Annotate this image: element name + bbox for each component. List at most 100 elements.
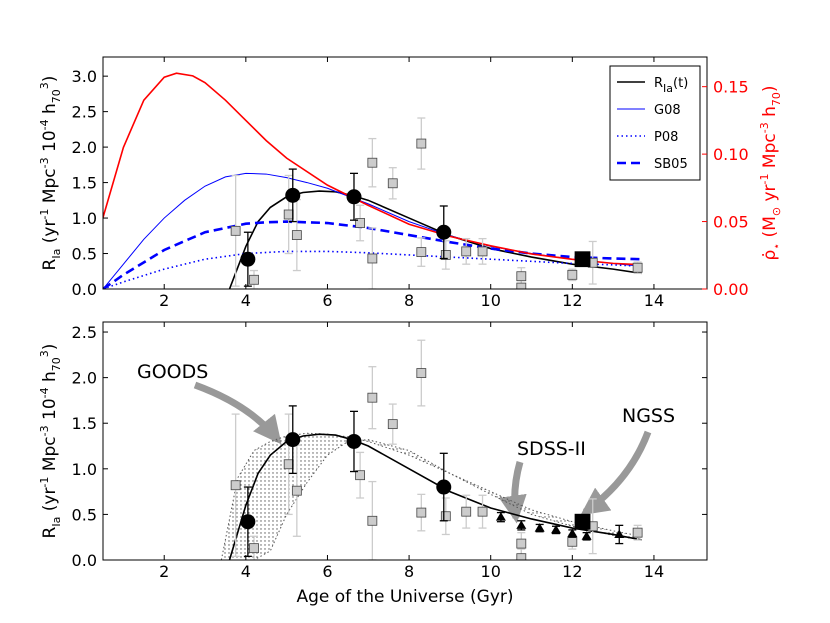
marker xyxy=(367,157,378,168)
marker xyxy=(240,251,256,267)
marker xyxy=(551,524,561,534)
y-tick-label: 1.0 xyxy=(72,209,97,228)
marker xyxy=(567,269,578,280)
marker xyxy=(495,512,506,521)
x-tick-label: 12 xyxy=(562,562,582,581)
marker xyxy=(516,282,527,289)
y-tick-label: 1.5 xyxy=(72,414,97,433)
axes-frame xyxy=(102,321,708,561)
marker xyxy=(416,368,427,378)
marker xyxy=(367,392,378,403)
annotation: SDSS-II xyxy=(517,438,586,460)
legend-label: RIa(t) xyxy=(654,76,688,95)
marker xyxy=(614,529,625,538)
arrow xyxy=(580,430,652,516)
marker xyxy=(283,459,294,470)
line xyxy=(228,433,642,560)
marker xyxy=(355,470,366,481)
marker xyxy=(440,250,451,260)
legend-label: SB05 xyxy=(654,157,688,172)
x-axis-label: Age of the Universe (Gyr) xyxy=(296,587,513,607)
x-tick-label: 4 xyxy=(241,562,251,581)
y-tick-label: 0.5 xyxy=(72,245,97,264)
annotation: GOODS xyxy=(137,361,208,383)
x-tick-label: 2 xyxy=(159,291,169,310)
y-tick-label: 3.0 xyxy=(72,67,97,86)
marker xyxy=(477,246,488,257)
y-tick-label: 0.5 xyxy=(72,505,97,524)
marker xyxy=(436,479,452,495)
x-tick-label: 10 xyxy=(481,291,501,310)
marker xyxy=(567,528,578,538)
y2-axis-label: ρ̇⋆ (M⊙ yr-1 Mpc-3 h70) xyxy=(758,85,783,260)
marker xyxy=(230,480,241,491)
marker xyxy=(387,178,398,189)
y2-tick-label: 0.00 xyxy=(713,280,749,299)
marker xyxy=(367,253,378,264)
x-tick-label: 2 xyxy=(159,562,169,581)
marker xyxy=(387,419,398,430)
marker xyxy=(283,209,294,220)
marker xyxy=(461,246,472,257)
y-axis-label: RIa (yr-1 Mpc-3 10-4 h703) xyxy=(38,76,63,271)
marker xyxy=(516,553,527,560)
marker xyxy=(574,513,591,530)
legend-label: P08 xyxy=(654,130,678,145)
marker xyxy=(416,507,427,518)
x-tick-label: 8 xyxy=(404,291,414,310)
marker xyxy=(249,274,259,285)
y2-tick-label: 0.05 xyxy=(713,213,749,232)
x-tick-label: 4 xyxy=(241,291,251,310)
y-axis-label: RIa (yr-1 Mpc-3 10-4 h703) xyxy=(38,344,63,539)
x-tick-label: 8 xyxy=(404,562,414,581)
x-tick-label: 6 xyxy=(322,291,332,310)
line xyxy=(103,220,642,289)
marker xyxy=(285,187,301,203)
marker xyxy=(285,432,301,448)
legend-label: G08 xyxy=(654,103,681,118)
x-tick-label: 6 xyxy=(322,562,332,581)
y-tick-label: 0.0 xyxy=(72,280,97,299)
marker xyxy=(632,527,643,538)
marker xyxy=(516,520,527,529)
marker xyxy=(574,251,591,268)
marker xyxy=(461,506,472,517)
marker xyxy=(416,138,427,149)
band-fill xyxy=(221,433,642,560)
legend-box xyxy=(609,65,701,181)
marker xyxy=(249,543,259,554)
marker xyxy=(240,514,256,530)
marker xyxy=(291,230,302,240)
marker xyxy=(416,247,427,258)
marker xyxy=(534,523,545,532)
y-tick-label: 2.0 xyxy=(72,369,97,388)
marker xyxy=(346,189,362,205)
arrow xyxy=(193,381,282,445)
marker xyxy=(355,218,366,228)
y-tick-label: 0.0 xyxy=(72,551,97,570)
marker xyxy=(632,262,643,273)
marker xyxy=(346,433,362,449)
marker xyxy=(230,225,241,236)
marker xyxy=(477,506,488,517)
y-tick-label: 2.5 xyxy=(72,103,97,122)
band-edge xyxy=(220,432,642,560)
y2-tick-label: 0.10 xyxy=(713,145,749,164)
marker xyxy=(440,511,451,522)
marker xyxy=(516,538,527,549)
y-tick-label: 2.0 xyxy=(72,138,97,157)
x-tick-label: 14 xyxy=(644,291,664,310)
y-tick-label: 2.5 xyxy=(72,323,97,342)
x-tick-label: 10 xyxy=(481,562,501,581)
marker xyxy=(367,515,378,526)
plot-area xyxy=(220,339,643,560)
line xyxy=(103,250,642,289)
x-tick-label: 12 xyxy=(562,291,582,310)
marker xyxy=(516,271,527,282)
y-tick-label: 1.5 xyxy=(72,174,97,193)
y-tick-label: 1.0 xyxy=(72,460,97,479)
x-tick-label: 14 xyxy=(644,562,664,581)
axes-frame xyxy=(102,56,708,290)
marker xyxy=(567,536,578,547)
